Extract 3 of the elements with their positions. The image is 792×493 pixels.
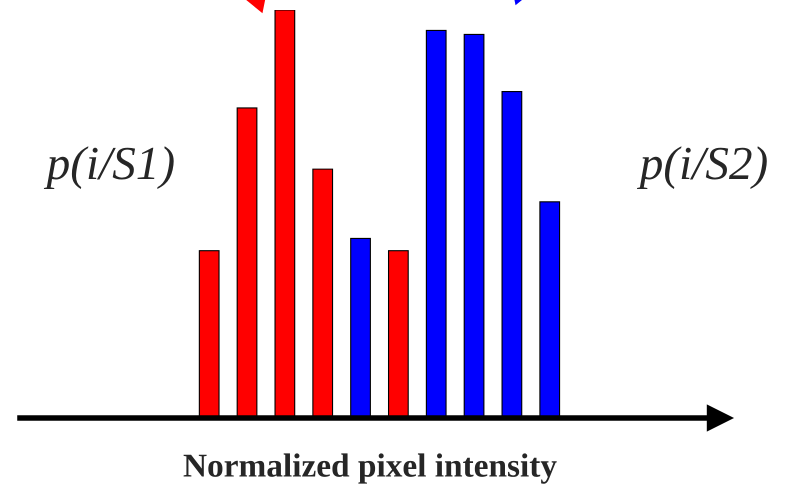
text: p(i/S1) (44, 146, 174, 190)
x-axis-title: Normalized pixel intensity (184, 453, 557, 484)
text: p(i/S2) (636, 146, 767, 190)
